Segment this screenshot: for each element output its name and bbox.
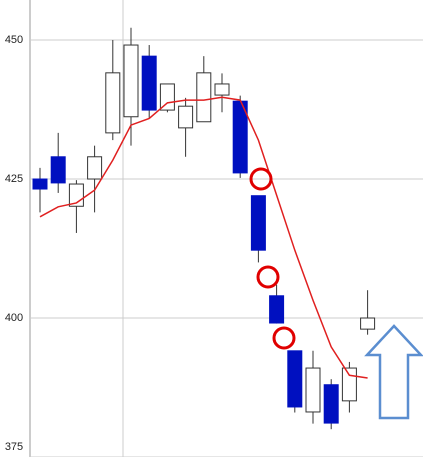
plot-area: 375 400 425 450 <box>5 27 423 457</box>
candle-body <box>141 55 157 111</box>
candle-body <box>305 367 321 413</box>
candle-body <box>214 83 230 96</box>
candle-body <box>50 156 66 184</box>
candle-body <box>323 384 339 424</box>
candle-body <box>105 72 121 134</box>
y-tick-label: 375 <box>5 441 23 453</box>
annotation-circle <box>249 167 273 191</box>
candle-body <box>87 156 103 180</box>
y-tick-label: 450 <box>5 34 23 46</box>
candle-body <box>287 350 303 408</box>
candle-body <box>159 83 175 111</box>
candle-body <box>360 317 376 330</box>
y-tick-label: 425 <box>5 173 23 185</box>
candle-body <box>341 367 357 402</box>
candle-body <box>250 195 266 251</box>
annotation-circle <box>272 326 296 350</box>
candle-body <box>178 105 194 129</box>
candle-body <box>123 44 139 118</box>
annotation-circles <box>249 167 296 350</box>
candle-body <box>32 178 48 190</box>
annotation-circle <box>256 265 280 289</box>
candle-body <box>196 72 212 123</box>
moving-average-line <box>39 96 368 379</box>
annotation-arrow <box>364 324 423 420</box>
y-tick-label: 400 <box>5 312 23 324</box>
candle-body <box>269 295 285 324</box>
